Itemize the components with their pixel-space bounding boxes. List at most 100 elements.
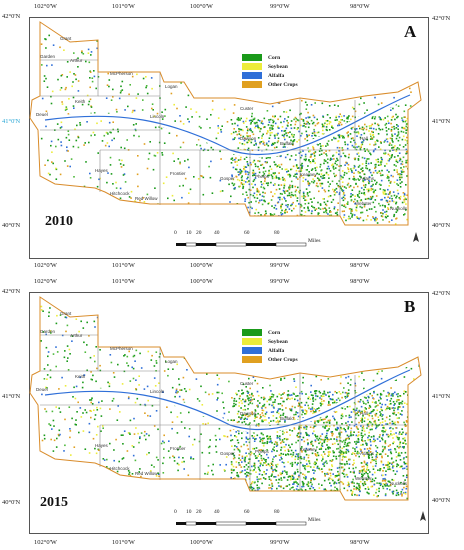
- scale-unit: Miles: [308, 238, 321, 244]
- lon-label-bottom-101: 101°0'W: [112, 539, 135, 546]
- legend-swatch: [242, 63, 262, 70]
- county-label: Hitchcock: [110, 466, 130, 471]
- county-label: Hall: [360, 411, 368, 416]
- scale-tick: 80: [274, 230, 280, 236]
- legend-swatch: [242, 356, 262, 363]
- lon-label-bottom-98: 98°0'W: [350, 262, 370, 269]
- lon-label-top-101: 101°0'W: [112, 278, 135, 285]
- lon-label-top-102: 102°0'W: [34, 3, 57, 10]
- legend-item-other: Other Crops: [242, 80, 298, 89]
- county-label: Dawson: [240, 411, 257, 416]
- north-arrow-icon: [420, 511, 426, 525]
- scale-tick: 10: [186, 230, 192, 236]
- lat-label-right-42: 42°0'N: [432, 290, 451, 297]
- county-label: Deuel: [36, 112, 48, 117]
- legend-label: Other Crops: [268, 81, 298, 88]
- county-boundary: [40, 72, 99, 97]
- legend-item-corn: Corn: [242, 53, 298, 62]
- scale-bar: 0 10 20 40 60 80 Miles: [174, 230, 321, 254]
- map-frame: [29, 292, 429, 534]
- scale-tick: 60: [244, 230, 250, 236]
- county-boundary: [40, 347, 99, 372]
- county-label: Keith: [75, 99, 86, 104]
- county-label: Nuckolls: [390, 206, 408, 211]
- legend: Corn Soybean Alfalfa Other Crops: [242, 328, 298, 364]
- county-label: Lincoln: [150, 389, 165, 394]
- scale-unit: Miles: [308, 517, 321, 523]
- lon-label-bottom-98: 98°0'W: [350, 539, 370, 546]
- county-label: Phelps: [255, 449, 270, 454]
- panel-year: 2010: [45, 214, 73, 229]
- lon-label-top-98: 98°0'W: [350, 3, 370, 10]
- legend-label: Alfalfa: [268, 347, 285, 354]
- lon-label-bottom-99: 99°0'W: [270, 539, 290, 546]
- legend-item-alfalfa: Alfalfa: [242, 71, 298, 80]
- lat-label-42: 42°0'N: [2, 13, 21, 20]
- county-label: McPherson: [110, 346, 133, 351]
- scale-tick: 0: [174, 509, 177, 515]
- lon-label-top-99: 99°0'W: [270, 278, 290, 285]
- county-label: Frontier: [170, 446, 186, 451]
- lat-label-40: 40°0'N: [2, 222, 21, 229]
- legend-item-other: Other Crops: [242, 355, 298, 364]
- county-label: Lincoln: [150, 114, 165, 119]
- county-label: Arthur: [70, 333, 83, 338]
- legend: Corn Soybean Alfalfa Other Crops: [242, 53, 298, 89]
- county-label: McPherson: [110, 71, 133, 76]
- county-label: Logan: [165, 84, 178, 89]
- legend-swatch: [242, 54, 262, 61]
- lat-label-42: 42°0'N: [2, 288, 21, 295]
- lon-label-bottom-102: 102°0'W: [34, 539, 57, 546]
- county-label: Buffalo: [280, 141, 294, 146]
- county-label: Adams: [360, 451, 375, 456]
- lon-label-top-102: 102°0'W: [34, 278, 57, 285]
- legend-swatch: [242, 338, 262, 345]
- lon-label-top-99: 99°0'W: [270, 3, 290, 10]
- panel-letter: B: [404, 297, 416, 316]
- legend-swatch: [242, 72, 262, 79]
- legend-item-soybean: Soybean: [242, 337, 298, 346]
- study-area-boundary: [29, 21, 422, 226]
- lon-label-top-100: 100°0'W: [190, 278, 213, 285]
- map-canvas: Grant Garden Arthur McPherson Keith Deuel Linc…: [29, 296, 422, 501]
- scale-tick: 80: [274, 509, 280, 515]
- lon-label-top-100: 100°0'W: [190, 3, 213, 10]
- lon-label-bottom-101: 101°0'W: [112, 262, 135, 269]
- legend-item-corn: Corn: [242, 328, 298, 337]
- county-label: Dawson: [240, 136, 257, 141]
- map-canvas: Grant Garden Arthur McPherson Keith Deuel Linc…: [29, 21, 422, 226]
- lat-label-right-42: 42°0'N: [432, 15, 451, 22]
- scale-bar: 0 10 20 40 60 80 Miles: [174, 509, 321, 533]
- county-label: Keith: [75, 374, 86, 379]
- study-area-boundary: [29, 296, 422, 501]
- scale-bar-graphic: [176, 521, 307, 526]
- scale-tick: 20: [196, 230, 202, 236]
- county-label: Kearney: [300, 172, 318, 177]
- county-label: Grant: [60, 311, 72, 316]
- county-label: Grant: [60, 36, 72, 41]
- panel-year: 2015: [40, 495, 68, 510]
- county-label: Custer: [240, 106, 254, 111]
- lon-label-bottom-100: 100°0'W: [190, 262, 213, 269]
- county-label: Custer: [240, 381, 254, 386]
- scale-bar-graphic: [176, 242, 307, 247]
- county-label: Hayes: [95, 168, 109, 173]
- legend-label: Alfalfa: [268, 72, 285, 79]
- county-label: Hitchcock: [110, 191, 130, 196]
- county-label: Deuel: [36, 387, 48, 392]
- county-label: Webster: [355, 201, 372, 206]
- lat-label-right-41: 41°0'N: [432, 118, 451, 125]
- county-label: Hayes: [95, 443, 109, 448]
- scale-tick: 10: [186, 509, 192, 515]
- county-label: Gosper: [220, 176, 235, 181]
- scale-tick: 0: [174, 230, 177, 236]
- legend-swatch: [242, 81, 262, 88]
- county-label: Webster: [355, 476, 372, 481]
- county-label: Garden: [40, 54, 56, 59]
- legend-label: Corn: [268, 54, 281, 61]
- map-panel-2015: Grant Garden Arthur McPherson Keith Deuel Linc…: [0, 275, 464, 550]
- legend-item-alfalfa: Alfalfa: [242, 346, 298, 355]
- county-label: Red Willow: [135, 196, 158, 201]
- scale-tick: 40: [214, 509, 220, 515]
- scale-tick: 60: [244, 509, 250, 515]
